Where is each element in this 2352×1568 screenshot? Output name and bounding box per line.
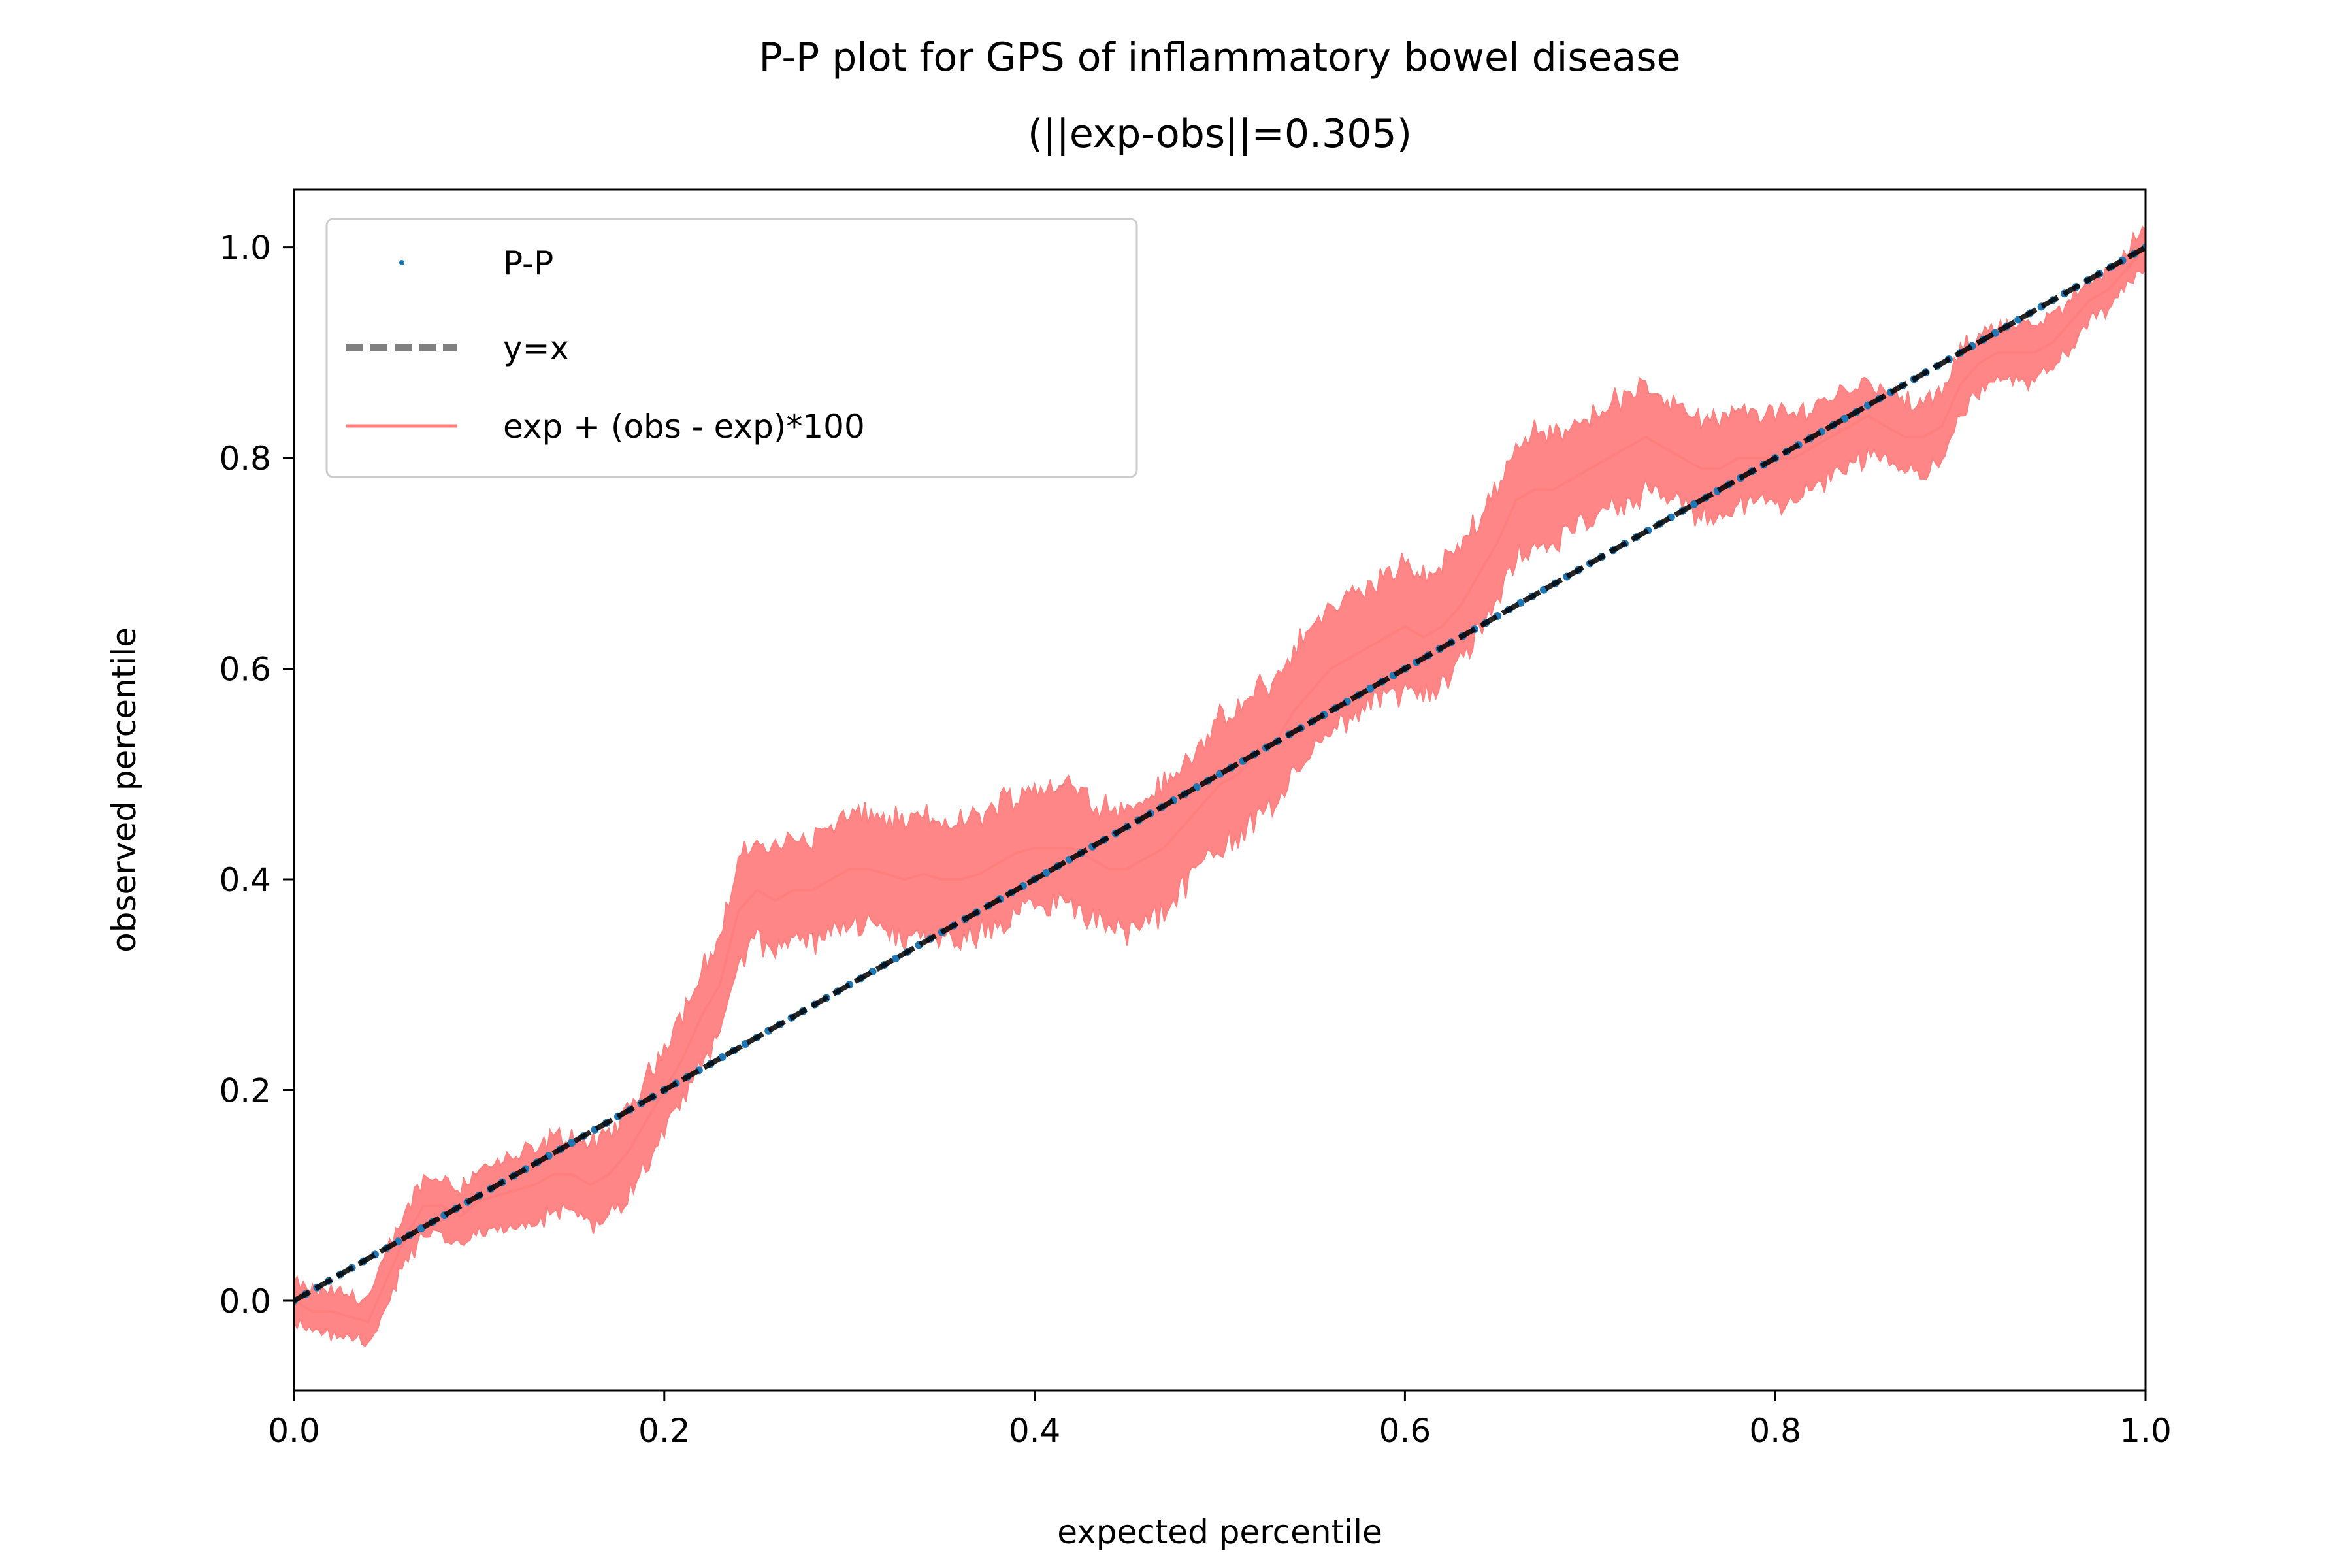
pp-point xyxy=(568,1139,576,1147)
x-tick-label: 0.4 xyxy=(1009,1412,1061,1450)
chart-title: P-P plot for GPS of inflammatory bowel d… xyxy=(759,35,1681,80)
x-tick-label: 0.2 xyxy=(638,1412,691,1450)
legend-exp-label: exp + (obs - exp)*100 xyxy=(503,408,865,446)
x-axis: 0.0 0.2 0.4 0.6 0.8 1.0 xyxy=(268,1390,2172,1450)
legend-pp-marker xyxy=(399,260,404,265)
x-tick-label: 0.0 xyxy=(268,1412,320,1450)
pp-point xyxy=(1840,414,1849,423)
legend-pp-label: P-P xyxy=(503,244,553,282)
pp-point xyxy=(1366,684,1375,693)
y-tick-label: 0.0 xyxy=(219,1282,271,1320)
pp-point xyxy=(892,955,900,962)
y-axis-label: observed percentile xyxy=(105,627,143,953)
y-axis: 0.0 0.2 0.4 0.6 0.8 1.0 xyxy=(219,229,294,1320)
y-tick-label: 0.6 xyxy=(219,651,271,689)
x-axis-label: expected percentile xyxy=(1057,1513,1382,1551)
legend: P-P y=x exp + (obs - exp)*100 xyxy=(325,218,1138,478)
x-tick-label: 0.6 xyxy=(1379,1412,1431,1450)
plot-area xyxy=(294,225,2146,1348)
y-tick-label: 0.4 xyxy=(219,861,271,899)
pp-point xyxy=(1690,500,1699,508)
plot-frame xyxy=(293,188,2147,1392)
deviation-line xyxy=(294,246,2146,1324)
y-tick-label: 0.2 xyxy=(219,1072,271,1110)
x-tick-label: 0.8 xyxy=(1749,1412,1801,1450)
legend-yx-label: y=x xyxy=(503,329,569,367)
chart-subtitle: (||exp-obs||=0.305) xyxy=(1028,111,1412,157)
y-tick-label: 0.8 xyxy=(219,440,271,478)
reference-line xyxy=(294,245,2146,1303)
legend-box xyxy=(325,218,1138,478)
x-tick-label: 1.0 xyxy=(2119,1412,2172,1450)
y-tick-label: 1.0 xyxy=(219,229,271,267)
pp-point xyxy=(1042,869,1051,877)
